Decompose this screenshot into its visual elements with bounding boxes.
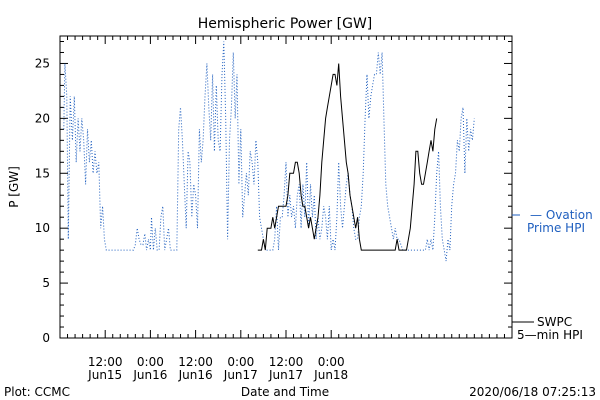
y-tick-label: 5 [42,276,50,290]
x-axis-label: Date and Time [241,385,329,399]
x-tick-time-label: 0:00 [318,355,345,369]
plot-credit: Plot: CCMC [4,385,70,399]
x-tick-date-label: Jun18 [313,368,348,382]
x-tick-time-label: 0:00 [227,355,254,369]
x-tick-date-label: Jun16 [132,368,167,382]
y-tick-label: 15 [35,166,50,180]
chart-title: Hemispheric Power [GW] [198,16,373,32]
y-tick-label: 10 [35,221,50,235]
y-tick-label: 25 [35,56,50,70]
plot-timestamp: 2020/06/18 07:25:13 [469,385,596,399]
y-tick-label: 20 [35,111,50,125]
x-tick-time-label: 12:00 [269,355,304,369]
x-tick-date-label: Jun16 [178,368,213,382]
x-tick-date-label: Jun15 [87,368,122,382]
swpc-hpi-series [257,63,438,251]
x-tick-date-label: Jun17 [223,368,258,382]
x-tick-time-label: 12:00 [88,355,123,369]
y-tick-label: 0 [42,331,50,345]
x-tick-date-label: Jun17 [268,368,303,382]
ovation-legend-line1: — Ovation [530,208,593,222]
series-layer [63,41,475,262]
x-tick-time-label: 0:00 [137,355,164,369]
swpc-legend-line1: SWPC [537,315,572,329]
x-axis-ticks: 12:00Jun150:00Jun1612:00Jun160:00Jun1712… [67,36,505,382]
ovation-legend-line2: Prime HPI [527,221,585,235]
swpc-legend-line2: 5—min HPI [517,328,583,342]
y-axis-label: P [GW] [7,166,21,208]
plot-frame [59,35,513,339]
x-tick-time-label: 12:00 [178,355,213,369]
y-axis-ticks: 0 5 10 15 20 25 [35,40,512,345]
